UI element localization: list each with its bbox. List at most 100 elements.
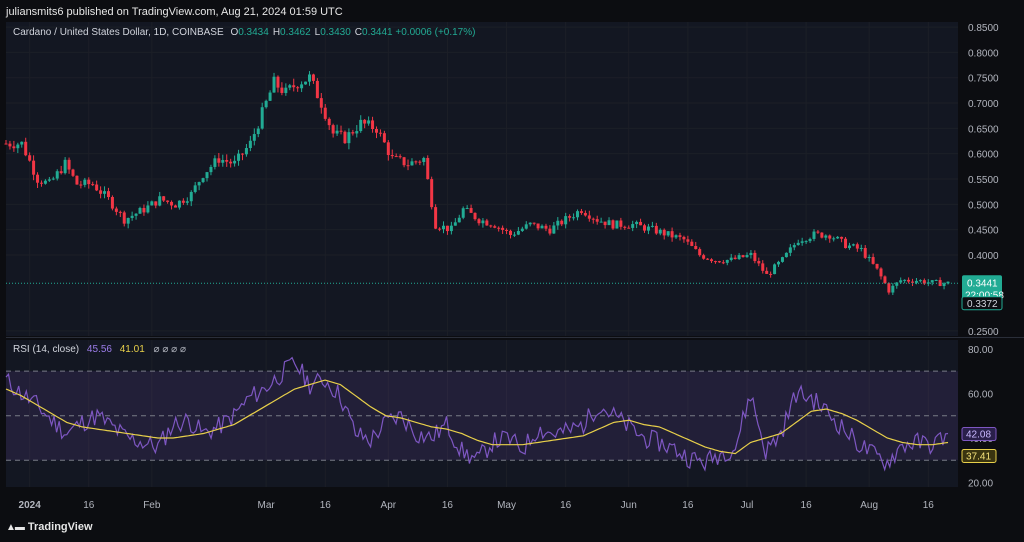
candle [934, 279, 938, 282]
candle [670, 227, 674, 242]
candle [804, 240, 808, 245]
candle [319, 93, 323, 114]
ohlc-value-l: 0.3430 [320, 27, 351, 38]
candle [639, 218, 643, 226]
candle [646, 223, 650, 235]
candle [914, 278, 918, 285]
low-price-tag [961, 296, 1003, 311]
candle [690, 239, 694, 247]
rsi-legend[interactable]: RSI (14, close) 45.56 41.01 ⌀ ⌀ ⌀ ⌀ [13, 344, 186, 355]
candle [280, 82, 284, 96]
candle [201, 177, 205, 184]
candle [288, 83, 292, 91]
ohlc-value-h: 0.3462 [280, 27, 311, 38]
candle [824, 234, 828, 241]
candle [63, 157, 67, 175]
candle [623, 225, 627, 230]
candle [118, 210, 122, 218]
candle [694, 241, 698, 250]
time-tick-label: 16 [682, 500, 694, 511]
candle [284, 83, 288, 96]
candle [493, 224, 497, 229]
candle [851, 243, 855, 247]
candle [481, 218, 485, 228]
candle [292, 78, 296, 92]
candle [209, 164, 213, 176]
candle [51, 176, 55, 181]
candle [122, 210, 126, 227]
low-price-label: 0.3372 [967, 299, 998, 310]
candle [658, 228, 662, 236]
time-tick-label: 16 [320, 500, 332, 511]
candle [438, 227, 442, 232]
candle [410, 158, 414, 166]
candle [812, 229, 816, 242]
candle [449, 221, 453, 235]
symbol-legend[interactable]: Cardano / United States Dollar, 1D, COIN… [13, 27, 475, 38]
candle [887, 282, 891, 295]
candle [863, 245, 867, 259]
candle [43, 179, 47, 185]
candle [114, 206, 118, 216]
candle [355, 125, 359, 138]
candle [189, 190, 193, 207]
candle [24, 137, 28, 157]
candle [808, 237, 812, 243]
candle [650, 221, 654, 228]
candle [166, 200, 170, 204]
rsi-settings-circles: ⌀ ⌀ ⌀ ⌀ [153, 344, 186, 355]
candle [926, 279, 930, 287]
time-tick-label: Jul [741, 500, 754, 511]
candle [390, 149, 394, 159]
price-tick-label: 0.4500 [968, 226, 999, 237]
ohlc-value-c: 0.3441 [362, 27, 393, 38]
candle [844, 236, 848, 249]
candle [745, 252, 749, 258]
candle [828, 234, 832, 243]
candle [761, 260, 765, 274]
candle [741, 254, 745, 258]
rsi-ma-tag [961, 448, 997, 463]
candle [587, 210, 591, 222]
price-tick-label: 0.5000 [968, 200, 999, 211]
candle [12, 140, 16, 152]
candle [67, 157, 71, 174]
candle [568, 214, 572, 222]
candle [430, 176, 434, 210]
ohlc-values: O0.3434 H0.3462 L0.3430 C0.3441 [226, 27, 395, 38]
candle [666, 231, 670, 237]
candle [422, 156, 426, 166]
rsi-label: RSI (14, close) [13, 344, 80, 355]
candle [832, 236, 836, 242]
candle [536, 223, 540, 231]
candle [197, 181, 201, 191]
price-tick-label: 0.4000 [968, 251, 999, 262]
candle [540, 224, 544, 229]
candle [556, 217, 560, 230]
candle [560, 219, 564, 227]
candle [426, 155, 430, 180]
candle [185, 197, 189, 206]
candle [544, 223, 548, 232]
candle [512, 231, 516, 237]
candle [678, 232, 682, 241]
candle [615, 220, 619, 229]
candle [599, 217, 603, 223]
candle [248, 135, 252, 152]
candle [489, 224, 493, 228]
candle [213, 155, 217, 170]
candle [217, 153, 221, 167]
rsi-ma-value: 41.01 [119, 344, 145, 355]
candle [942, 282, 946, 290]
tradingview-footer[interactable]: ▲▬ TradingView [6, 521, 93, 533]
rsi-value-label: 42.08 [966, 430, 991, 441]
candle [110, 195, 114, 211]
candle [91, 181, 95, 186]
candle [859, 244, 863, 252]
candle [576, 209, 580, 221]
candle [59, 165, 63, 175]
candle [359, 115, 363, 133]
candle [698, 247, 702, 257]
candle [918, 279, 922, 283]
candle [930, 280, 934, 286]
